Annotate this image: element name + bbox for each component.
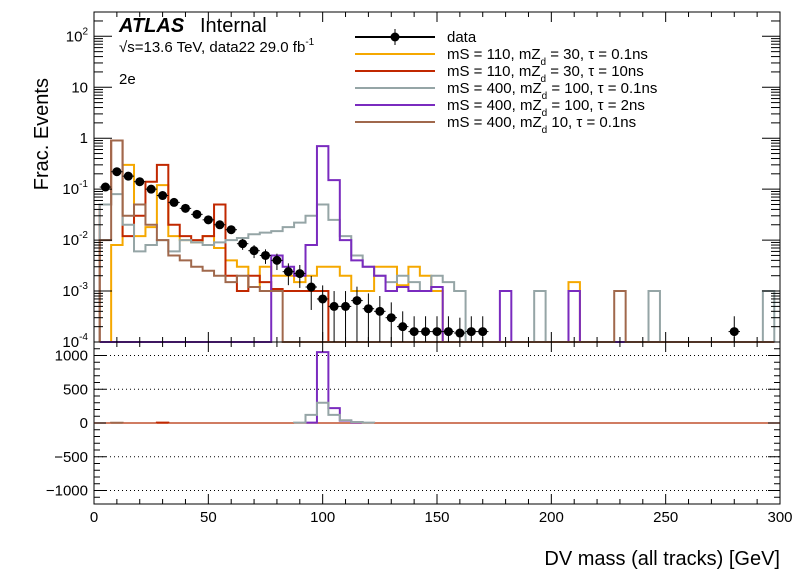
data-point — [363, 304, 373, 314]
data-point — [443, 327, 453, 337]
ratio-panel-axes: −1000 −500 0 500 1000 0 50 100 150 200 250 300 — [46, 341, 793, 526]
x-tick-label: 200 — [539, 509, 564, 526]
series-line — [99, 163, 775, 343]
y-axis-title-text: Frac. Events — [31, 78, 53, 190]
ratio-panel-series — [94, 351, 780, 424]
legend-label: data — [447, 29, 477, 46]
y-tick-label: 10-3 — [62, 281, 88, 300]
atlas-status: Internal — [200, 15, 267, 37]
legend-label: mS = 110, mZd = 30, τ = 10ns — [447, 63, 644, 85]
data-point — [318, 294, 328, 304]
x-tick-label: 50 — [200, 509, 217, 526]
data-point — [729, 327, 739, 337]
data-point — [123, 171, 133, 181]
x-tick-label: 150 — [424, 509, 449, 526]
data-point — [421, 327, 431, 337]
main-panel-frame — [93, 11, 781, 343]
data-point — [432, 327, 442, 337]
y-tick-label: 10-1 — [62, 179, 88, 198]
data-point — [272, 255, 282, 265]
legend-item: mS = 400, mZd 10, τ = 0.1ns — [355, 114, 636, 136]
ratio-y-tick-label: −1000 — [46, 483, 88, 500]
series-5 — [98, 139, 775, 343]
legend-item: mS = 400, mZd = 100, τ = 0.1ns — [355, 80, 657, 102]
data-point — [249, 246, 259, 256]
data-point — [135, 177, 145, 187]
x-tick-label: 100 — [310, 509, 335, 526]
x-tick-label: 300 — [767, 509, 792, 526]
ratio-y-tick-label: 1000 — [55, 348, 88, 365]
legend-label: mS = 110, mZd = 30, τ = 0.1ns — [447, 46, 648, 68]
data-point — [329, 301, 339, 311]
legend-item: mS = 400, mZd = 100, τ = 2ns — [355, 97, 645, 119]
data-point — [226, 225, 236, 235]
data-point — [180, 203, 190, 213]
data-point — [203, 215, 213, 225]
data-point — [295, 269, 305, 279]
data-point — [306, 282, 316, 292]
main-panel-series — [98, 139, 776, 343]
series-line — [98, 139, 775, 343]
data-point — [238, 239, 248, 249]
ratio-y-tick-label: −500 — [54, 449, 88, 466]
data-point — [158, 191, 168, 201]
data-point — [386, 313, 396, 323]
data-point — [478, 327, 488, 337]
energy-lumi-text: √s=13.6 TeV, data22 29.0 fb-1 — [119, 37, 315, 56]
data-point — [398, 322, 408, 332]
legend-marker — [390, 32, 400, 42]
data-point — [169, 197, 179, 207]
data-point — [455, 328, 465, 338]
ratio-series-0 — [304, 351, 364, 424]
channel-label: 2e — [119, 71, 136, 88]
y-tick-label: 10 — [71, 79, 88, 96]
ratio-y-tick-label: 500 — [63, 381, 88, 398]
data-point — [215, 220, 225, 230]
main-panel-axes: 10-4 10-3 10-2 10-1 1 10 102 — [62, 11, 781, 351]
ratio-series-1 — [293, 401, 376, 424]
data-point — [375, 306, 385, 316]
x-tick-label: 250 — [653, 509, 678, 526]
x-axis-title: DV mass (all tracks) [GeV] — [544, 548, 780, 570]
data-point — [146, 184, 156, 194]
data-point — [112, 167, 122, 177]
y-tick-label: 10-4 — [62, 332, 88, 351]
series-4 — [99, 145, 775, 343]
data-point — [100, 182, 110, 192]
y-tick-label: 102 — [66, 26, 89, 45]
energy-lumi-exp: -1 — [305, 37, 314, 48]
x-tick-label: 0 — [90, 509, 98, 526]
y-axis-title: Frac. Events — [31, 78, 53, 190]
ratio-y-tick-label: 0 — [80, 415, 88, 432]
series-line — [99, 145, 775, 343]
energy-lumi-main: √s=13.6 TeV, data22 29.0 fb — [119, 39, 305, 56]
data-point — [352, 296, 362, 306]
y-tick-label: 10-2 — [62, 230, 88, 249]
legend-item: data — [355, 29, 477, 46]
data-point — [409, 327, 419, 337]
data-points — [99, 167, 740, 342]
data-point — [283, 267, 293, 277]
legend-label: mS = 400, mZd = 100, τ = 0.1ns — [447, 80, 657, 102]
legend-label: mS = 400, mZd = 100, τ = 2ns — [447, 97, 645, 119]
data-point — [466, 327, 476, 337]
legend-item: mS = 110, mZd = 30, τ = 10ns — [355, 63, 644, 85]
data-point — [192, 209, 202, 219]
data-point — [341, 301, 351, 311]
data-point — [261, 250, 270, 260]
atlas-label: ATLAS — [118, 15, 185, 37]
legend-label: mS = 400, mZd 10, τ = 0.1ns — [447, 114, 636, 136]
series-1 — [99, 163, 775, 343]
legend-item: mS = 110, mZd = 30, τ = 0.1ns — [355, 46, 648, 68]
y-tick-label: 1 — [80, 130, 88, 147]
